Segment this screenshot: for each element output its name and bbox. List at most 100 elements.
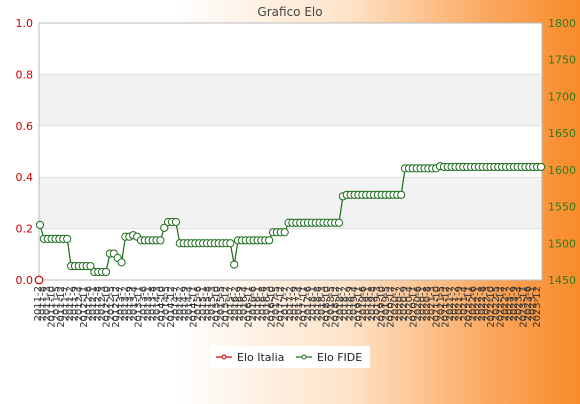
legend-box [210, 346, 370, 368]
x-tick-label: 2015-1 [198, 286, 209, 321]
x-tick-label: 2021-4 [459, 286, 470, 321]
x-tick-label: 2015-6 [193, 286, 204, 321]
x-tick-label: 2014-12 [166, 286, 177, 328]
x-tick-label: 2018-3 [317, 286, 328, 321]
data-point-elo-fide [86, 261, 95, 271]
x-tick-label: 2020-11 [408, 286, 419, 328]
x-tick-label: 2019-10 [376, 286, 387, 328]
data-point-elo-fide [397, 190, 406, 199]
x-tick-label: 2016-8 [257, 286, 268, 321]
x-tick-label: 2018-8 [312, 286, 323, 321]
x-tick-label: 2020-9 [399, 286, 410, 321]
x-tick-label: 2011-2 [65, 286, 76, 321]
x-tick-label: 2023-2 [505, 286, 516, 321]
chart-title: Grafico Elo [257, 5, 322, 19]
x-tick-label: 2014-3 [152, 286, 163, 321]
x-tick-label: 2012-12 [111, 286, 122, 328]
x-tick-label: 2011-8 [38, 286, 49, 321]
x-tick-label: 2013-11 [134, 286, 145, 328]
x-tick-label: 2015-12 [221, 286, 232, 328]
data-point-elo-fide [280, 228, 289, 237]
x-tick-label: 2014-5 [161, 286, 172, 321]
x-tick-label: 2019-1 [363, 286, 374, 321]
x-tick-label: 2022-12 [495, 286, 506, 328]
x-tick-label: 2021-9 [454, 286, 465, 321]
x-tick-label: 2016-9 [234, 286, 245, 321]
x-tick-label: 2012-11 [79, 286, 90, 328]
x-tick-label: 2011-7 [60, 286, 71, 321]
x-tick-label: 2023-11 [518, 286, 529, 328]
x-tick-label: 2015-5 [216, 286, 227, 321]
legend-label-elo-italia: Elo Italia [237, 351, 284, 364]
x-tick-label: 2017-7 [280, 286, 291, 321]
x-tick-label: 2017-12 [276, 286, 287, 328]
x-tick-label: 2017-9 [289, 286, 300, 321]
x-tick-label: 2015-7 [225, 286, 236, 321]
data-point-elo-fide [101, 267, 111, 277]
right-axis-tick-label: 1650 [548, 127, 576, 140]
x-tick-label: 2017-5 [271, 286, 282, 321]
x-tick-label: 2022-11 [463, 286, 474, 328]
x-tick-label: 2018-1 [308, 286, 319, 321]
x-tick-label: 2023-9 [509, 286, 520, 321]
x-tick-label: 2022-8 [477, 286, 488, 321]
data-point-elo-fide [536, 162, 546, 172]
x-tick-label: 2018-12 [331, 286, 342, 328]
data-point-elo-fide [117, 258, 126, 267]
left-axis-tick-label: 0.4 [16, 171, 34, 184]
x-tick-label: 2018-9 [344, 286, 355, 321]
x-tick-label: 2018-7 [335, 286, 346, 321]
x-tick-label: 2012-3 [97, 286, 108, 321]
x-tick-label: 2019-11 [353, 286, 364, 328]
plot-background [39, 23, 542, 280]
x-tick-label: 2023-12 [532, 286, 543, 328]
x-tick-label: 2022-5 [491, 286, 502, 321]
legend-marker-elo-italia [221, 354, 227, 360]
grid-band [39, 74, 542, 126]
x-tick-label: 2015-3 [207, 286, 218, 321]
x-tick-label: 2019-8 [367, 286, 378, 321]
data-point-elo-fide [35, 220, 45, 230]
data-point-elo-fide [226, 239, 235, 248]
x-tick-label: 2022-6 [468, 286, 479, 321]
x-tick-label: 2011-2 [33, 286, 44, 321]
x-tick-label: 2016-11 [244, 286, 255, 328]
data-point-elo-fide [160, 223, 169, 232]
data-point-elo-italia [34, 275, 44, 285]
x-tick-label: 2021-3 [427, 286, 438, 321]
x-tick-label: 2020-1 [418, 286, 429, 321]
data-point-elo-fide [156, 236, 165, 245]
x-tick-label: 2012-6 [83, 286, 94, 321]
x-tick-label: 2023-4 [514, 286, 525, 321]
x-tick-label: 2021-5 [436, 286, 447, 321]
x-tick-label: 2019-6 [358, 286, 369, 321]
x-tick-label: 2023-6 [523, 286, 534, 321]
x-tick-label: 2016-6 [248, 286, 259, 321]
right-axis-tick-label: 1700 [548, 90, 576, 103]
x-tick-label: 2021-7 [445, 286, 456, 321]
x-tick-label: 2022-7 [500, 286, 511, 321]
right-axis-tick-label: 1550 [548, 201, 576, 214]
legend-marker-elo-fide [301, 354, 307, 360]
data-point-elo-fide [334, 218, 344, 227]
x-tick-label: 2013-2 [120, 286, 131, 321]
right-axis-tick-label: 1600 [548, 164, 576, 177]
x-tick-label: 2013-1 [143, 286, 154, 321]
x-tick-label: 2021-12 [440, 286, 451, 328]
x-tick-label: 2013-8 [147, 286, 158, 321]
left-axis-tick-label: 0.8 [16, 68, 34, 81]
x-tick-label: 2014-7 [170, 286, 181, 321]
data-point-elo-fide [230, 260, 239, 269]
x-tick-label: 2013-6 [138, 286, 149, 321]
x-tick-label: 2020-7 [390, 286, 401, 321]
x-tick-label: 2020-2 [395, 286, 406, 321]
x-tick-label: 2017-6 [303, 286, 314, 321]
left-axis-tick-label: 0.0 [16, 274, 34, 287]
right-axis-tick-label: 1750 [548, 54, 576, 67]
x-tick-label: 2012-4 [74, 286, 85, 321]
x-tick-label: 2013-9 [125, 286, 136, 321]
x-tick-label: 2016-1 [253, 286, 264, 321]
x-tick-label: 2019-3 [372, 286, 383, 321]
data-point-elo-fide [63, 234, 72, 243]
